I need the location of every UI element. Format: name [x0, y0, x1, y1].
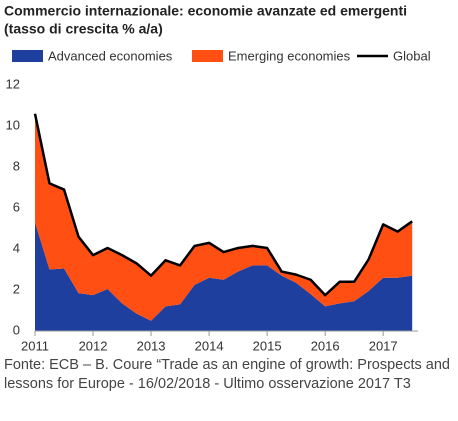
x-tick-label: 2015: [253, 338, 282, 353]
x-tick-label: 2011: [21, 338, 49, 353]
x-tick-label: 2017: [369, 338, 398, 353]
x-tick-label: 2013: [137, 338, 166, 353]
line: [33, 113, 413, 297]
y-tick-label: 0: [13, 322, 20, 337]
x-tick-label: 2016: [311, 338, 340, 353]
legend-swatch: [192, 50, 223, 62]
chart-subtitle: (tasso di crescita % a/a): [4, 21, 163, 37]
legend-swatch: [12, 50, 43, 62]
chart-title: Commercio internazionale: economie avanz…: [4, 3, 407, 19]
source-note: Fonte: ECB – B. Coure “Trade as an engin…: [4, 357, 450, 392]
legend-label: Global: [393, 48, 431, 63]
x-tick-label: 2014: [195, 338, 224, 353]
y-tick-label: 10: [6, 117, 20, 132]
area: [35, 113, 413, 321]
legend-label: Advanced economies: [48, 48, 173, 63]
y-tick-label: 4: [13, 240, 20, 255]
legend-label: Emerging economies: [228, 48, 351, 63]
y-tick-label: 2: [13, 281, 20, 296]
area: [35, 222, 413, 331]
y-tick-label: 6: [13, 199, 20, 214]
y-tick-label: 12: [6, 76, 20, 91]
y-tick-label: 8: [13, 158, 20, 173]
x-tick-label: 2012: [79, 338, 108, 353]
chart: Commercio internazionale: economie avanz…: [4, 3, 431, 354]
